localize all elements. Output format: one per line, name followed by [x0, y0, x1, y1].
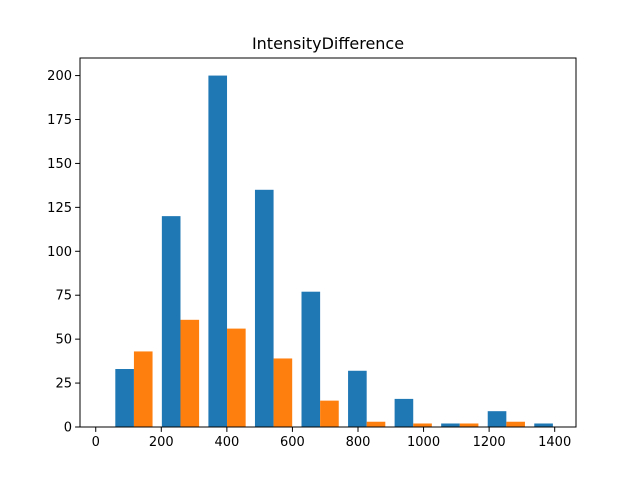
y-axis-ticks: 0 25 50 75 100 125 150 175 200 — [47, 69, 80, 436]
bar-series-0-bin-6 — [394, 398, 414, 427]
bar-series-1-bin-8 — [506, 421, 525, 427]
x-tick-label: 1200 — [473, 435, 506, 450]
x-tick-label: 0 — [92, 435, 100, 450]
bar-series-0-bin-8 — [487, 411, 507, 427]
bar-series-0-bin-3 — [254, 189, 274, 427]
bar-series-1-bin-4 — [320, 400, 339, 427]
bar-series-1-bin-0 — [133, 351, 153, 427]
y-tick-label: 125 — [47, 201, 72, 216]
bar-series-0-bin-4 — [301, 291, 321, 427]
bar-series-0-bin-9 — [534, 423, 553, 427]
bar-series-1-bin-3 — [273, 358, 293, 427]
x-tick-label: 1000 — [407, 435, 440, 450]
x-tick-label: 1400 — [538, 435, 571, 450]
bar-series-1-bin-6 — [413, 423, 432, 427]
bar-series-1-bin-2 — [227, 328, 246, 427]
plot-frame — [79, 57, 577, 428]
y-tick-label: 175 — [47, 113, 72, 128]
x-tick-label: 200 — [149, 435, 174, 450]
bar-series-1-bin-7 — [459, 423, 479, 427]
y-tick-label: 75 — [55, 289, 72, 304]
bar-series-1-bin-1 — [180, 319, 200, 427]
y-tick-label: 200 — [47, 69, 72, 84]
bar-series-0-bin-2 — [208, 75, 228, 427]
bar-series-0-bin-1 — [161, 216, 181, 427]
y-tick-label: 100 — [47, 245, 72, 260]
chart-title: IntensityDifference — [252, 34, 404, 53]
x-tick-label: 600 — [280, 435, 305, 450]
y-tick-label: 25 — [55, 377, 72, 392]
y-tick-label: 50 — [55, 333, 72, 348]
bar-series-0-bin-5 — [348, 370, 367, 427]
x-tick-label: 400 — [214, 435, 239, 450]
bar-series-0-bin-7 — [441, 423, 460, 427]
bars-group — [115, 75, 553, 427]
bar-series-1-bin-5 — [366, 421, 386, 427]
x-axis-ticks: 0 200 400 600 800 1000 1200 1400 — [92, 427, 571, 450]
y-tick-label: 0 — [64, 421, 72, 436]
y-tick-label: 150 — [47, 157, 72, 172]
x-tick-label: 800 — [346, 435, 371, 450]
bar-series-0-bin-0 — [115, 369, 134, 427]
